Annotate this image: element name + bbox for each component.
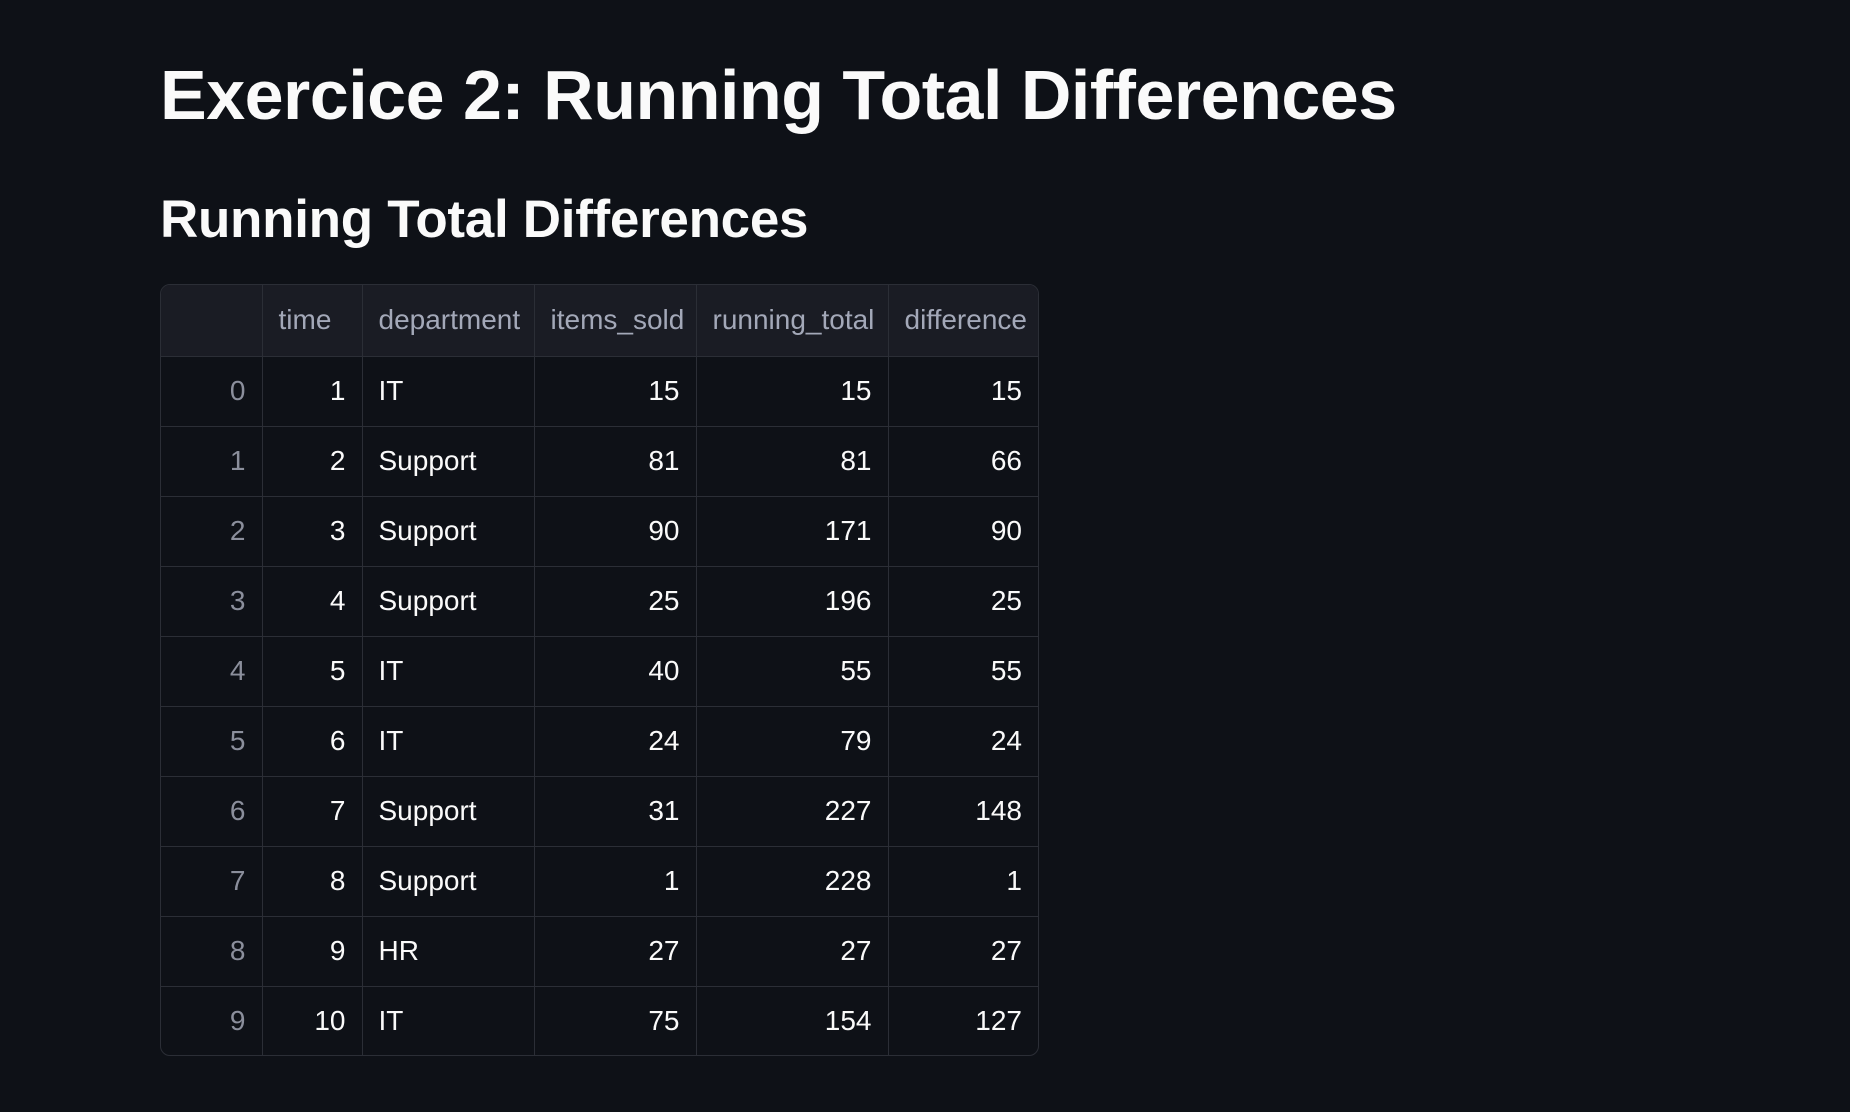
difference-cell[interactable]: 90 [888,496,1038,567]
table-row: 0 1 IT 15 15 15 [161,356,1038,427]
running-total-cell[interactable]: 171 [696,496,889,567]
running-total-cell[interactable]: 228 [696,846,889,917]
difference-cell[interactable]: 24 [888,706,1038,777]
time-cell[interactable]: 4 [262,566,363,637]
time-cell[interactable]: 8 [262,846,363,917]
items-sold-cell[interactable]: 24 [534,706,697,777]
department-cell[interactable]: Support [362,776,535,847]
dataframe[interactable]: time department items_sold running_total… [160,284,1039,1056]
time-cell[interactable]: 1 [262,356,363,427]
time-cell[interactable]: 10 [262,986,363,1055]
difference-cell[interactable]: 55 [888,636,1038,707]
row-index-cell[interactable]: 9 [161,986,263,1055]
table-row: 4 5 IT 40 55 55 [161,636,1038,707]
column-header-department[interactable]: department [362,285,535,357]
table-row: 9 10 IT 75 154 127 [161,986,1038,1055]
running-total-cell[interactable]: 81 [696,426,889,497]
row-index-cell[interactable]: 1 [161,426,263,497]
time-cell[interactable]: 7 [262,776,363,847]
department-cell[interactable]: IT [362,706,535,777]
table-row: 6 7 Support 31 227 148 [161,776,1038,847]
row-index-cell[interactable]: 8 [161,916,263,987]
running-total-cell[interactable]: 79 [696,706,889,777]
column-header-items-sold[interactable]: items_sold [534,285,697,357]
table-row: 5 6 IT 24 79 24 [161,706,1038,777]
column-header-time[interactable]: time [262,285,363,357]
items-sold-cell[interactable]: 81 [534,426,697,497]
items-sold-cell[interactable]: 31 [534,776,697,847]
header-row: time department items_sold running_total… [161,285,1038,357]
items-sold-cell[interactable]: 1 [534,846,697,917]
running-total-cell[interactable]: 27 [696,916,889,987]
column-header-difference[interactable]: difference [888,285,1038,357]
time-cell[interactable]: 2 [262,426,363,497]
row-index-cell[interactable]: 7 [161,846,263,917]
department-cell[interactable]: Support [362,846,535,917]
department-cell[interactable]: HR [362,916,535,987]
running-total-cell[interactable]: 55 [696,636,889,707]
row-index-cell[interactable]: 4 [161,636,263,707]
difference-cell[interactable]: 148 [888,776,1038,847]
row-index-cell[interactable]: 2 [161,496,263,567]
table-row: 8 9 HR 27 27 27 [161,916,1038,987]
items-sold-cell[interactable]: 40 [534,636,697,707]
row-index-cell[interactable]: 6 [161,776,263,847]
column-header-running-total[interactable]: running_total [696,285,889,357]
items-sold-cell[interactable]: 90 [534,496,697,567]
time-cell[interactable]: 5 [262,636,363,707]
difference-cell[interactable]: 127 [975,1005,1022,1037]
table-row: 7 8 Support 1 228 1 [161,846,1038,917]
items-sold-cell[interactable]: 27 [534,916,697,987]
difference-cell[interactable]: 15 [888,356,1038,427]
items-sold-cell[interactable]: 75 [534,986,697,1055]
time-cell[interactable]: 9 [262,916,363,987]
row-index-cell[interactable]: 0 [161,356,263,427]
running-total-cell[interactable]: 15 [696,356,889,427]
table-body: 0 1 IT 15 15 15 1 2 Support 81 81 66 2 3 Support 90 171 9… [161,356,1038,1055]
difference-cell[interactable]: 27 [888,916,1038,987]
data-table: time department items_sold running_total… [161,285,1038,1055]
department-cell[interactable]: IT [362,356,535,427]
department-cell[interactable]: Support [362,496,535,567]
items-sold-cell[interactable]: 25 [534,566,697,637]
row-index-cell[interactable]: 3 [161,566,263,637]
time-cell[interactable]: 6 [262,706,363,777]
department-cell[interactable]: Support [362,566,535,637]
difference-cell[interactable]: 66 [888,426,1038,497]
items-sold-cell[interactable]: 15 [534,356,697,427]
time-cell[interactable]: 3 [262,496,363,567]
section-heading: Running Total Differences [160,190,809,249]
difference-cell[interactable]: 1 [888,846,1038,917]
department-cell[interactable]: Support [362,426,535,497]
department-cell[interactable]: IT [362,986,535,1055]
row-index-cell[interactable]: 5 [161,706,263,777]
department-cell[interactable]: IT [362,636,535,707]
column-header-index[interactable] [161,285,263,357]
difference-cell[interactable]: 25 [888,566,1038,637]
running-total-cell[interactable]: 227 [696,776,889,847]
page-title: Exercice 2: Running Total Differences [160,56,1397,134]
table-row: 1 2 Support 81 81 66 [161,426,1038,497]
table-row: 3 4 Support 25 196 25 [161,566,1038,637]
running-total-cell[interactable]: 154 [696,986,889,1055]
table-row: 2 3 Support 90 171 90 [161,496,1038,567]
running-total-cell[interactable]: 196 [696,566,889,637]
